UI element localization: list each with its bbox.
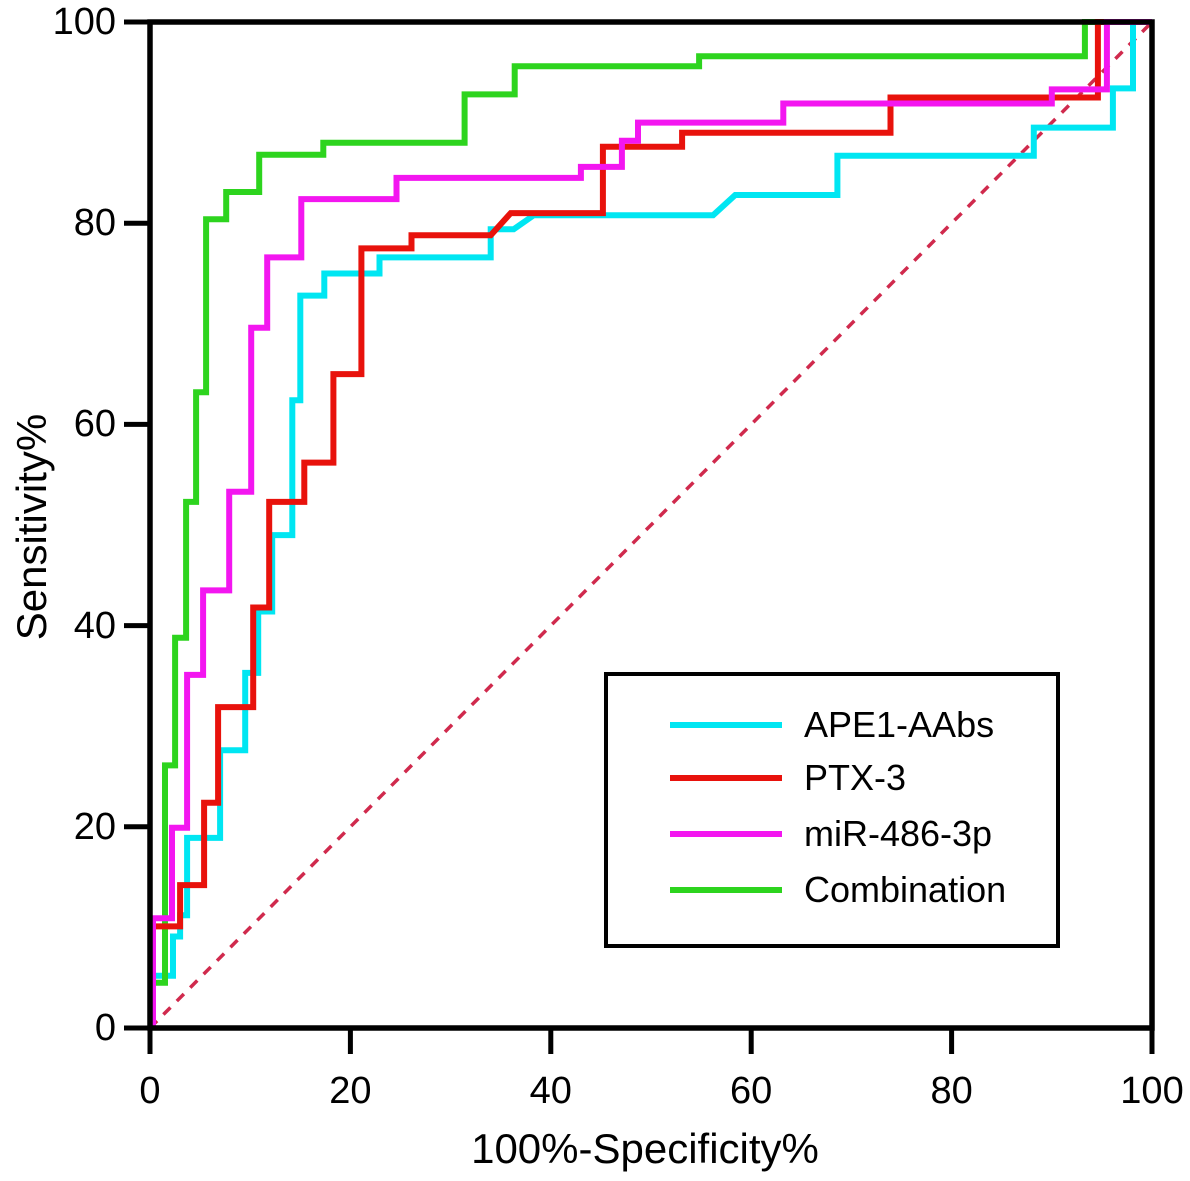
axis-ticks-group [124,19,1155,1054]
y-tick-label: 100 [52,1,116,43]
roc-curve-ape1-aabs [150,19,1152,1028]
y-tick-label: 20 [73,805,116,848]
x-tick-label: 60 [730,1070,773,1112]
legend-item-label: PTX-3 [804,757,907,798]
legend-line-swatch [670,722,782,728]
x-axis-title: 100%-Specificity% [471,1125,819,1172]
legend-line-swatch [670,831,782,837]
diagonal-reference-line [148,20,1154,1030]
legend-item-combination: Combination [608,870,1056,910]
plot-border [147,19,1155,1031]
roc-curve-ptx-3 [150,19,1152,1028]
y-tick-label: 0 [94,1007,116,1049]
x-tick-label: 0 [139,1070,161,1112]
legend-item-ptx-3: PTX-3 [608,758,1056,798]
y-tick-label: 80 [73,202,116,245]
roc-curves-group [150,19,1152,1028]
y-tick-label: 40 [73,604,116,647]
x-tick-label: 40 [529,1070,572,1112]
legend-item-label: Combination [804,869,1007,910]
legend-item-ape1-aabs: APE1-AAbs [608,705,1056,745]
legend-item-label: APE1-AAbs [804,704,995,745]
x-tick-label: 80 [930,1070,973,1112]
y-axis-title: Sensitivity% [8,413,55,641]
legend-line-swatch [670,887,782,893]
roc-curve-mir-486-3p [150,19,1152,1028]
y-tick-label: 60 [73,403,116,446]
x-tick-label: 100 [1120,1070,1184,1112]
legend-item-mir-486-3p: miR-486-3p [608,814,1056,854]
legend-line-swatch [670,775,782,781]
roc-curve-combination [150,19,1152,1028]
x-tick-label: 20 [329,1070,372,1112]
legend-box: APE1-AAbs PTX-3 miR-486-3p Combination [604,672,1060,948]
legend-item-label: miR-486-3p [804,813,993,854]
reference-line-group [148,20,1154,1030]
